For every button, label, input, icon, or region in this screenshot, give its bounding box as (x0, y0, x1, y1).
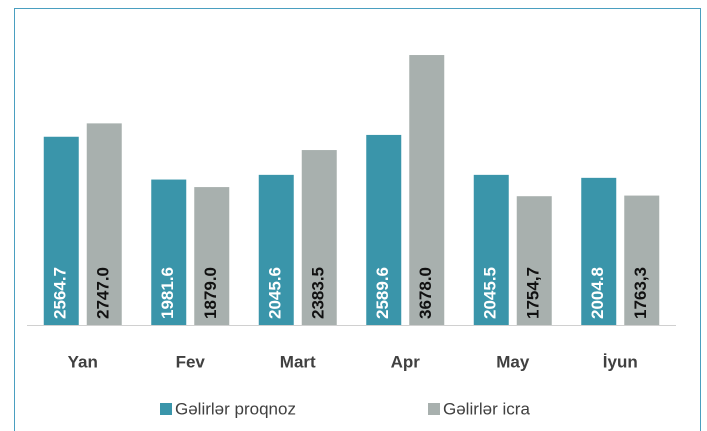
bar (624, 195, 660, 325)
data-label: 1879.0 (201, 267, 220, 319)
bar (301, 150, 337, 325)
data-label: 2747.0 (94, 267, 113, 319)
bar (86, 123, 122, 325)
x-tick-label: Apr (391, 352, 421, 371)
x-tick-label: İyun (603, 352, 638, 371)
legend-label: Gəlirlər proqnoz (175, 399, 296, 418)
data-label: 2045.6 (266, 267, 285, 319)
data-label: 2004.8 (588, 267, 607, 319)
bar (43, 136, 79, 325)
bar (194, 187, 230, 325)
legend-swatch (428, 403, 440, 415)
data-label: 1763,3 (631, 267, 650, 319)
data-label: 1981.6 (158, 267, 177, 319)
data-label: 2045.5 (481, 267, 500, 319)
x-tick-label: Fev (176, 352, 206, 371)
data-label: 2564.7 (51, 267, 70, 319)
x-tick-label: Mart (280, 352, 316, 371)
bar (516, 196, 552, 325)
bar (366, 134, 402, 325)
data-label: 2383.5 (309, 267, 328, 319)
bar (151, 179, 187, 325)
legend-swatch (160, 403, 172, 415)
x-tick-label: Yan (68, 352, 98, 371)
data-label: 3678.0 (416, 267, 435, 319)
legend-label: Gəlirlər icra (443, 399, 530, 418)
bar (409, 55, 445, 326)
bar (581, 177, 617, 325)
bar (473, 174, 509, 325)
data-label: 1754,7 (524, 267, 543, 319)
data-label: 2589.6 (373, 267, 392, 319)
x-tick-label: May (496, 352, 530, 371)
frame (14, 8, 701, 431)
bar (258, 174, 294, 325)
